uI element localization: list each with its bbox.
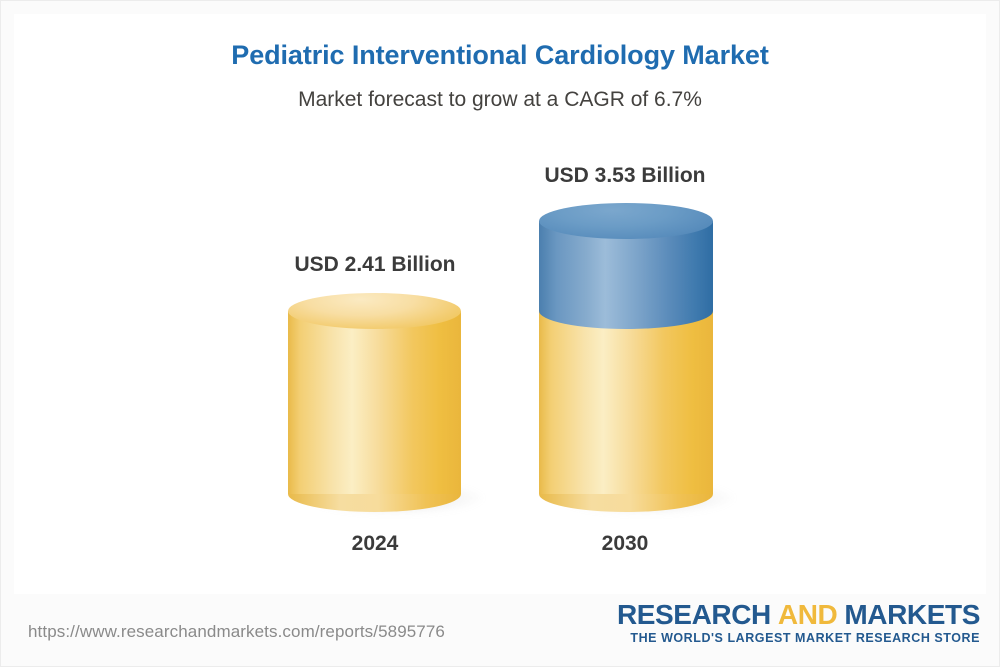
- logo-tagline: THE WORLD'S LARGEST MARKET RESEARCH STOR…: [630, 631, 980, 646]
- bar-top-ellipse-2030: [539, 203, 713, 239]
- chart-title: Pediatric Interventional Cardiology Mark…: [231, 40, 769, 70]
- value-label-2030: USD 3.53 Billion: [544, 164, 706, 187]
- plot-background: [14, 14, 986, 594]
- logo-word-and: AND: [777, 599, 838, 630]
- category-label-2030: 2030: [601, 532, 649, 555]
- bar-segment-base-2030: [539, 311, 713, 512]
- bar-cylinder-2024[interactable]: [288, 293, 484, 515]
- category-label-2024: 2024: [351, 532, 399, 555]
- chart-subtitle: Market forecast to grow at a CAGR of 6.7…: [298, 88, 702, 111]
- bar-segment-base-2024: [288, 293, 461, 512]
- report-url[interactable]: https://www.researchandmarkets.com/repor…: [28, 622, 445, 641]
- bar-cylinder-2030[interactable]: [539, 203, 735, 515]
- value-label-2024: USD 2.41 Billion: [294, 253, 456, 276]
- bar-body-2024: [288, 311, 461, 494]
- bar-top-ellipse-2024: [288, 293, 461, 329]
- logo-wordmark: RESEARCH AND MARKETS: [617, 600, 980, 629]
- bar-body-base-2030: [539, 311, 713, 494]
- bar-segment-growth-2030: [539, 203, 713, 329]
- logo-word-research: RESEARCH: [616, 599, 771, 630]
- logo-word-markets: MARKETS: [844, 599, 980, 630]
- research-and-markets-logo[interactable]: RESEARCH AND MARKETS THE WORLD'S LARGEST M…: [617, 600, 980, 646]
